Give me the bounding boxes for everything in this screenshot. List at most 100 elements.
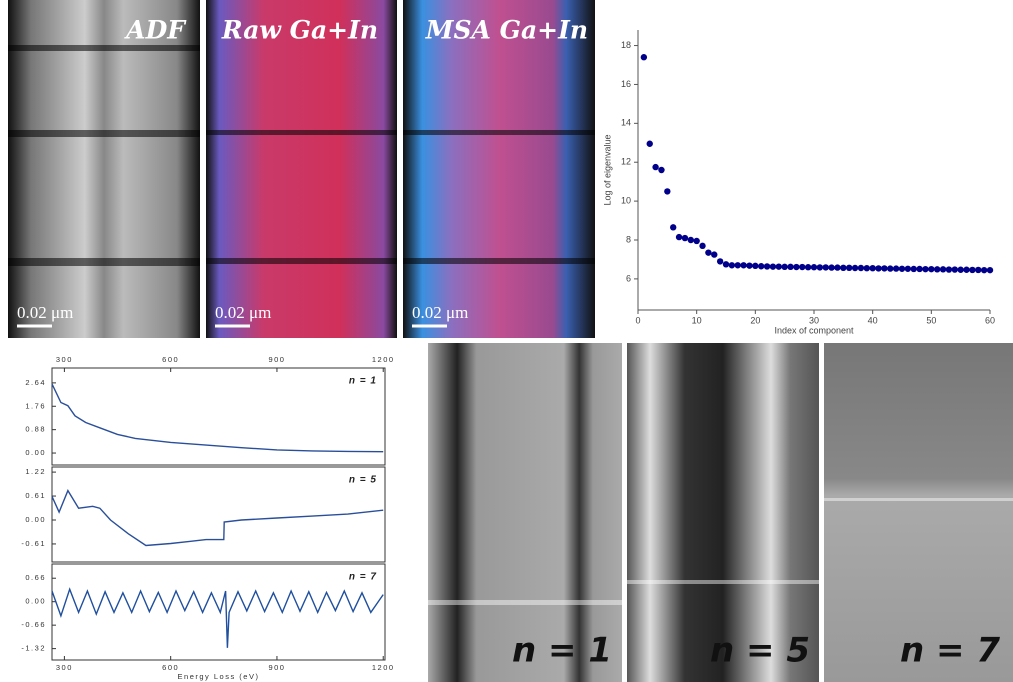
point bbox=[711, 251, 718, 258]
point bbox=[652, 163, 659, 171]
point bbox=[910, 265, 917, 273]
point bbox=[957, 266, 964, 273]
x-tick-label: 1200 bbox=[372, 663, 395, 672]
point bbox=[887, 265, 894, 272]
x-tick-label: 20 bbox=[750, 315, 760, 325]
point bbox=[851, 264, 859, 272]
x-tick-label: 60 bbox=[985, 315, 995, 325]
point bbox=[693, 237, 700, 245]
point bbox=[670, 224, 677, 231]
image-label: n = 7 bbox=[900, 631, 1000, 671]
x-tick-label: 300 bbox=[56, 663, 73, 672]
scale-label: 0.02 μm bbox=[17, 303, 73, 322]
y-tick-label: 2.64 bbox=[25, 378, 46, 387]
x-tick-label: 50 bbox=[926, 315, 936, 325]
panel-title: n = 5 bbox=[349, 475, 377, 486]
point bbox=[763, 263, 771, 270]
scale-label: 0.02 μm bbox=[412, 303, 468, 322]
y-tick-label: 8 bbox=[626, 234, 631, 244]
scale-label: 0.02 μm bbox=[215, 303, 271, 322]
x-tick-label: 600 bbox=[162, 663, 179, 672]
panel-frame bbox=[51, 367, 386, 466]
point bbox=[799, 263, 806, 271]
point bbox=[705, 249, 712, 256]
point bbox=[740, 262, 747, 269]
y-tick-label: 1.22 bbox=[25, 467, 46, 476]
point bbox=[804, 264, 812, 271]
point bbox=[646, 140, 653, 147]
bottom-images: n = 1 n = 5 n = 7 bbox=[428, 343, 1013, 682]
point bbox=[881, 265, 888, 272]
point bbox=[934, 266, 941, 273]
image bbox=[403, 0, 595, 338]
point bbox=[898, 265, 906, 272]
panel-title: n = 1 bbox=[349, 376, 377, 387]
y-tick-label: 10 bbox=[621, 195, 631, 205]
point bbox=[892, 265, 900, 272]
spectrum-line bbox=[51, 587, 384, 648]
panel-title: n = 7 bbox=[349, 572, 377, 583]
point bbox=[969, 266, 976, 274]
panel-frame bbox=[51, 466, 386, 563]
point bbox=[746, 262, 753, 269]
y-tick-label: 0.66 bbox=[25, 573, 46, 582]
point bbox=[857, 264, 865, 272]
point bbox=[775, 263, 782, 270]
x-axis-label: Index of component bbox=[774, 325, 854, 335]
y-tick-label: 14 bbox=[621, 118, 631, 128]
y-tick-label: 0.00 bbox=[25, 597, 46, 606]
point bbox=[922, 265, 929, 273]
y-tick-label: 1.76 bbox=[25, 401, 46, 410]
point bbox=[640, 54, 648, 61]
x-tick-label: 40 bbox=[868, 315, 878, 325]
y-tick-label: 0.61 bbox=[25, 491, 46, 500]
y-tick-label: 18 bbox=[621, 40, 631, 50]
point bbox=[828, 264, 835, 271]
y-tick-label: -1.32 bbox=[21, 644, 46, 653]
point bbox=[840, 264, 847, 272]
point bbox=[986, 266, 994, 274]
image bbox=[428, 343, 622, 682]
y-tick-label: -0.66 bbox=[21, 620, 46, 629]
point bbox=[822, 264, 829, 271]
y-tick-label: 12 bbox=[621, 157, 631, 167]
point bbox=[834, 264, 841, 271]
point bbox=[951, 266, 958, 273]
x-tick-label: 900 bbox=[268, 355, 285, 364]
point bbox=[869, 264, 876, 272]
panel-frame bbox=[51, 563, 386, 661]
y-tick-label: 16 bbox=[621, 79, 631, 89]
point bbox=[787, 263, 794, 271]
point bbox=[916, 265, 923, 273]
image-label: MSA Ga+In bbox=[425, 16, 588, 45]
spectrum-line bbox=[51, 383, 384, 453]
x-tick-label: 900 bbox=[268, 663, 285, 672]
point bbox=[793, 263, 800, 271]
x-tick-label: 600 bbox=[162, 355, 179, 364]
point bbox=[728, 262, 736, 269]
image bbox=[824, 343, 1013, 682]
y-tick-label: 0.00 bbox=[25, 448, 46, 457]
point bbox=[781, 263, 788, 271]
image-label: n = 1 bbox=[512, 631, 612, 671]
x-tick-label: 0 bbox=[635, 315, 640, 325]
point bbox=[963, 266, 970, 273]
y-tick-label: 6 bbox=[626, 273, 631, 283]
point bbox=[945, 266, 953, 273]
image-label: Raw Ga+In bbox=[221, 16, 378, 45]
image bbox=[627, 343, 819, 682]
point bbox=[681, 234, 689, 242]
point bbox=[939, 266, 947, 273]
image bbox=[206, 0, 397, 338]
point bbox=[687, 236, 694, 244]
x-axis-label: Energy Loss (eV) bbox=[178, 672, 260, 681]
y-axis-label: Log of eigenvalue bbox=[602, 134, 612, 205]
image bbox=[8, 0, 200, 338]
x-tick-label: 30 bbox=[809, 315, 819, 325]
y-tick-label: 0.88 bbox=[25, 425, 46, 434]
point bbox=[699, 242, 706, 250]
point bbox=[975, 266, 982, 274]
point bbox=[716, 258, 724, 265]
point bbox=[816, 264, 824, 271]
point bbox=[758, 263, 765, 270]
